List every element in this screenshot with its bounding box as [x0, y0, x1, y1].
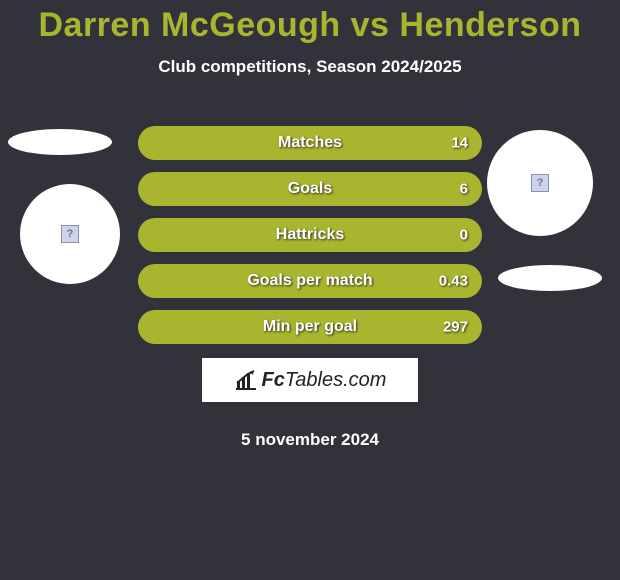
stat-value-right: 0.43 — [439, 273, 468, 290]
stat-value-right: 14 — [451, 135, 468, 152]
stat-label: Min per goal — [263, 318, 357, 336]
player-avatar-left: ? — [20, 184, 120, 284]
page-title: Darren McGeough vs Henderson — [0, 6, 620, 45]
stat-bar: Goals 6 — [138, 172, 482, 206]
logo: FcTables.com — [234, 369, 387, 392]
date-text: 5 november 2024 — [0, 430, 620, 450]
stat-label: Matches — [278, 134, 342, 152]
stat-bar: Min per goal 297 — [138, 310, 482, 344]
subtitle: Club competitions, Season 2024/2025 — [0, 57, 620, 77]
avatar-placeholder-icon: ? — [61, 225, 79, 243]
stat-value-right: 0 — [460, 227, 468, 244]
stat-value-right: 297 — [443, 319, 468, 336]
logo-text: FcTables.com — [262, 369, 387, 392]
avatar-placeholder-icon: ? — [531, 174, 549, 192]
stat-bar: Matches 14 — [138, 126, 482, 160]
comparison-bars: Matches 14 Goals 6 Hattricks 0 Goals per match… — [138, 126, 482, 356]
logo-box: FcTables.com — [202, 358, 418, 402]
decoration-ellipse-left — [8, 129, 112, 155]
stat-bar: Goals per match 0.43 — [138, 264, 482, 298]
logo-chart-icon — [234, 369, 258, 391]
decoration-ellipse-right — [498, 265, 602, 291]
player-avatar-right: ? — [487, 130, 593, 236]
stat-value-right: 6 — [460, 181, 468, 198]
stat-label: Goals — [288, 180, 332, 198]
stat-label: Goals per match — [247, 272, 372, 290]
stat-bar: Hattricks 0 — [138, 218, 482, 252]
stat-label: Hattricks — [276, 226, 344, 244]
